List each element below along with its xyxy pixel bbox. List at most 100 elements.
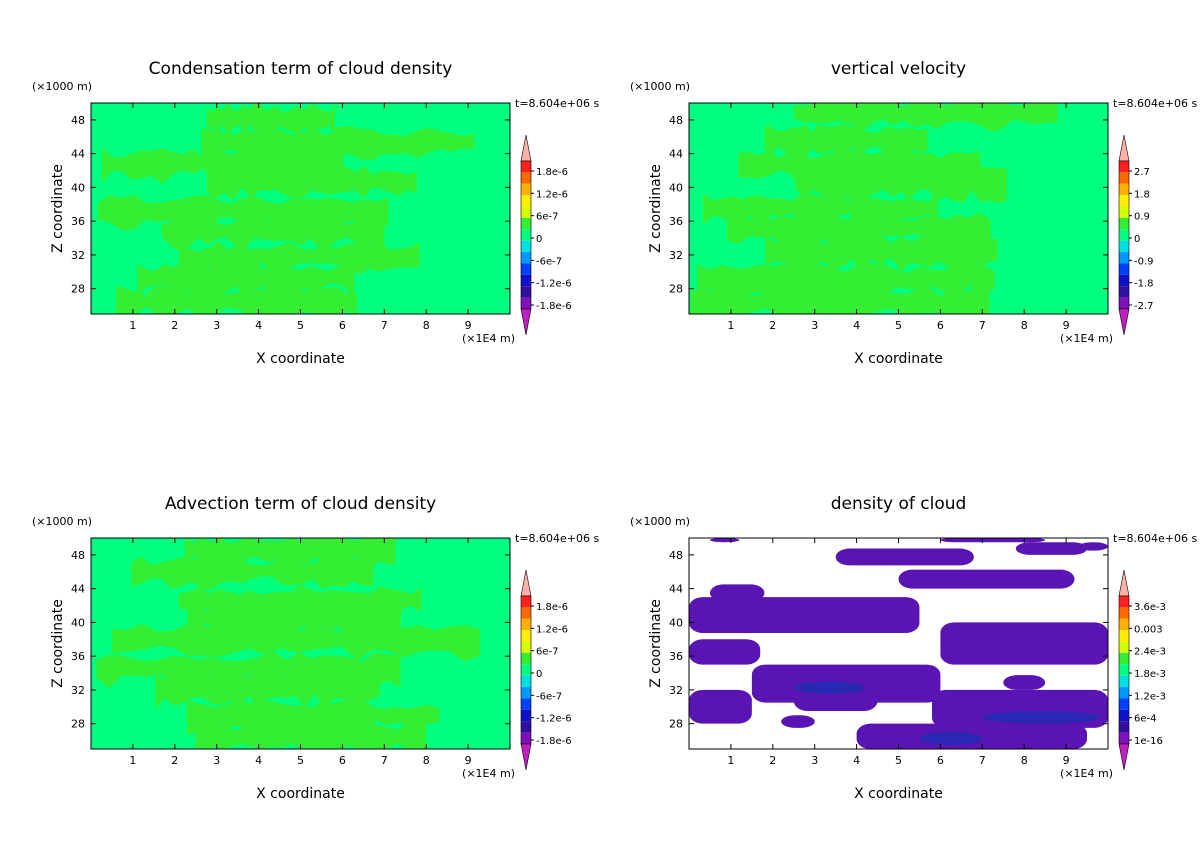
colorbar-segment: [521, 709, 531, 722]
x-tick-label: 7: [979, 319, 986, 332]
x-tick-label: 8: [1021, 754, 1028, 767]
y-tick-label: 48: [71, 549, 85, 562]
colorbar-tick-label: 0.003: [1134, 624, 1163, 635]
x-tick-label: 1: [129, 319, 136, 332]
colorbar-segment: [521, 206, 531, 218]
x-tick-label: 3: [213, 319, 220, 332]
x-tick-label: 5: [895, 754, 902, 767]
colorbar-segment: [1119, 596, 1129, 608]
colorbar-segment: [521, 240, 531, 253]
cloud-region: [1015, 542, 1088, 555]
colorbar-bottom-arrow: [520, 743, 532, 771]
colorbar-segment: [1119, 652, 1129, 665]
colorbar-segment: [1119, 172, 1129, 184]
y-tick-label: 40: [71, 181, 85, 194]
colorbar-segment: [1119, 286, 1129, 298]
x-tick-label: 9: [1063, 754, 1070, 767]
x-tick-label: 4: [853, 754, 860, 767]
y-tick-label: 40: [669, 616, 683, 629]
colorbar-segment: [521, 297, 531, 309]
x-tick-label: 1: [129, 754, 136, 767]
colorbar-segment: [521, 641, 531, 653]
colorbar-segment: [521, 229, 531, 241]
field-band: [112, 622, 480, 662]
colorbar-segment: [1119, 297, 1129, 309]
x-tick-label: 1: [727, 319, 734, 332]
x-tick-label: 7: [979, 754, 986, 767]
colorbar-segment: [521, 217, 531, 230]
field-band: [115, 285, 358, 314]
colorbar-tick-label: -0.9: [1134, 256, 1154, 267]
field-plot: [91, 538, 510, 749]
colorbar-segment: [521, 195, 531, 207]
colorbar-bottom-arrow: [1118, 308, 1130, 336]
colorbar-segment: [521, 596, 531, 608]
cloud-region: [689, 689, 752, 724]
x-tick-label: 8: [423, 319, 430, 332]
y-tick-label: 48: [669, 114, 683, 127]
y-tick-label: 28: [71, 718, 85, 731]
colorbar-segment: [521, 172, 531, 184]
colorbar-segment: [521, 652, 531, 665]
cloud-region: [793, 689, 878, 712]
colorbar-segment: [521, 263, 531, 275]
field-band: [131, 555, 374, 590]
y-tick-label: 32: [71, 684, 85, 697]
y-tick-label: 36: [71, 215, 85, 228]
colorbar-tick-label: 6e-4: [1134, 714, 1157, 725]
x-tick-label: 2: [171, 754, 178, 767]
colorbar-segment: [1119, 641, 1129, 653]
y-tick-label: 40: [71, 616, 85, 629]
chart-panel-4: density of cloud (×1000 m) t=8.604e+06 s 1 2…: [630, 494, 1197, 802]
field-band: [764, 123, 928, 160]
field-band: [178, 585, 422, 624]
x-axis-label: X coordinate: [854, 786, 943, 802]
colorbar-segment: [521, 675, 531, 688]
x-tick-label: 3: [811, 754, 818, 767]
cloud-region: [689, 639, 761, 665]
field-band: [161, 215, 385, 255]
x-multiplier-label: (×1E4 m): [1060, 332, 1113, 345]
x-tick-label: 8: [423, 754, 430, 767]
y-tick-label: 32: [669, 684, 683, 697]
y-tick-label: 44: [669, 583, 683, 596]
y-tick-label: 44: [669, 148, 683, 161]
cloud-region: [898, 569, 1075, 589]
time-label: t=8.604e+06 s: [1113, 532, 1197, 545]
colorbar-segment: [1119, 252, 1129, 264]
colorbar-tick-label: 1.2e-6: [536, 189, 568, 200]
cloud-region: [689, 597, 920, 633]
colorbar-tick-label: 1.8e-3: [1134, 669, 1166, 680]
x-axis-label: X coordinate: [256, 351, 345, 367]
x-tick-label: 4: [255, 754, 262, 767]
cloud-region: [709, 584, 765, 602]
cloud-region: [709, 538, 740, 543]
colorbar: 2.7 1.8 0.9 0 -0.9 -1.8 -2.7: [1118, 134, 1154, 336]
y-tick-label: 36: [669, 650, 683, 663]
x-tick-label: 1: [727, 754, 734, 767]
colorbar-tick-label: 0: [536, 234, 542, 245]
colorbar-segment: [1119, 709, 1129, 722]
x-tick-label: 6: [339, 319, 346, 332]
field-plot: [689, 538, 1108, 749]
colorbar-top-arrow: [1118, 569, 1130, 597]
x-tick-label: 6: [937, 754, 944, 767]
colorbar-tick-label: 2.4e-3: [1134, 647, 1166, 658]
colorbar-segment: [1119, 687, 1129, 699]
colorbar-tick-label: -6e-7: [536, 691, 562, 702]
x-tick-label: 7: [381, 754, 388, 767]
x-tick-label: 7: [381, 319, 388, 332]
colorbar-segment: [1119, 183, 1129, 196]
y-tick-label: 32: [669, 249, 683, 262]
colorbar-tick-label: -1.8: [1134, 279, 1154, 290]
colorbar-tick-label: 1.8: [1134, 189, 1150, 200]
y-tick-label: 44: [71, 148, 85, 161]
colorbar-segment: [521, 630, 531, 642]
colorbar-tick-label: -6e-7: [536, 256, 562, 267]
y-tick-label: 36: [669, 215, 683, 228]
colorbar-tick-label: -1.2e-6: [536, 279, 572, 290]
field-band: [690, 285, 990, 314]
colorbar: 1.8e-6 1.2e-6 6e-7 0 -6e-7 -1.2e-6 -1.8e-6: [520, 569, 572, 771]
y-axis-label: Z coordinate: [50, 599, 66, 688]
